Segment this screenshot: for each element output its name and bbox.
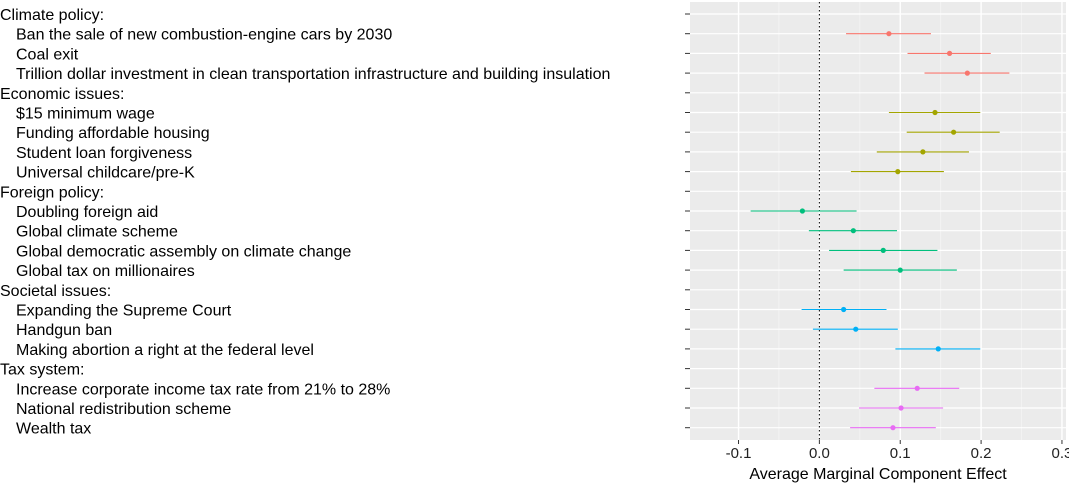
x-tick-label: -0.1 bbox=[726, 445, 752, 462]
panel-background bbox=[690, 2, 1066, 440]
group-label: Economic issues: bbox=[0, 86, 125, 103]
plot-panel bbox=[690, 2, 1066, 440]
item-label: National redistribution scheme bbox=[16, 401, 231, 418]
x-tick-label: 0.0 bbox=[809, 445, 830, 462]
point-estimate bbox=[946, 50, 953, 57]
point-estimate bbox=[890, 425, 896, 431]
item-label: Handgun ban bbox=[16, 322, 112, 339]
point-estimate bbox=[886, 31, 892, 37]
point-estimate bbox=[850, 228, 856, 234]
point-estimate bbox=[951, 129, 957, 135]
item-label: Expanding the Supreme Court bbox=[16, 303, 232, 320]
x-tick-label: 0.2 bbox=[971, 445, 992, 462]
x-tick-label: 0.1 bbox=[890, 445, 911, 462]
item-label: Student loan forgiveness bbox=[16, 145, 192, 162]
item-label: Making abortion a right at the federal l… bbox=[16, 342, 314, 359]
group-label: Tax system: bbox=[0, 362, 84, 379]
item-label: Global tax on millionaires bbox=[16, 263, 195, 280]
point-estimate bbox=[935, 346, 941, 352]
item-label: Doubling foreign aid bbox=[16, 204, 158, 221]
point-estimate bbox=[964, 70, 970, 76]
x-axis: -0.1 0.0 0.1 0.2 0.3 bbox=[685, 13, 1069, 462]
group-label: Climate policy: bbox=[0, 7, 104, 24]
point-estimate bbox=[932, 109, 938, 116]
group-label: Foreign policy: bbox=[0, 184, 104, 201]
item-label: Increase corporate income tax rate from … bbox=[16, 381, 390, 398]
item-label: Trillion dollar investment in clean tran… bbox=[16, 66, 610, 83]
point-estimate bbox=[880, 247, 886, 253]
item-label: $15 minimum wage bbox=[16, 106, 155, 123]
point-estimate bbox=[914, 385, 920, 391]
point-estimate bbox=[898, 405, 904, 411]
item-label: Universal childcare/pre-K bbox=[16, 165, 195, 182]
point-estimate bbox=[897, 267, 903, 273]
point-estimate bbox=[841, 306, 847, 313]
item-label: Wealth tax bbox=[16, 421, 91, 438]
item-label: Ban the sale of new combustion-engine ca… bbox=[16, 27, 392, 44]
item-label: Global climate scheme bbox=[16, 224, 178, 241]
item-label: Coal exit bbox=[16, 46, 79, 63]
group-label: Societal issues: bbox=[0, 283, 111, 300]
item-label: Global democratic assembly on climate ch… bbox=[16, 243, 351, 260]
data-marks bbox=[750, 31, 1010, 431]
point-estimate bbox=[895, 169, 901, 175]
x-tick-label: 0.3 bbox=[1052, 445, 1069, 462]
x-axis-title: Average Marginal Component Effect bbox=[749, 466, 1007, 483]
point-estimate bbox=[799, 208, 805, 214]
point-estimate bbox=[853, 326, 859, 332]
item-label: Funding affordable housing bbox=[16, 125, 210, 142]
row-labels: Climate policy: Ban the sale of new combu… bbox=[0, 7, 610, 438]
point-estimate bbox=[920, 149, 926, 155]
